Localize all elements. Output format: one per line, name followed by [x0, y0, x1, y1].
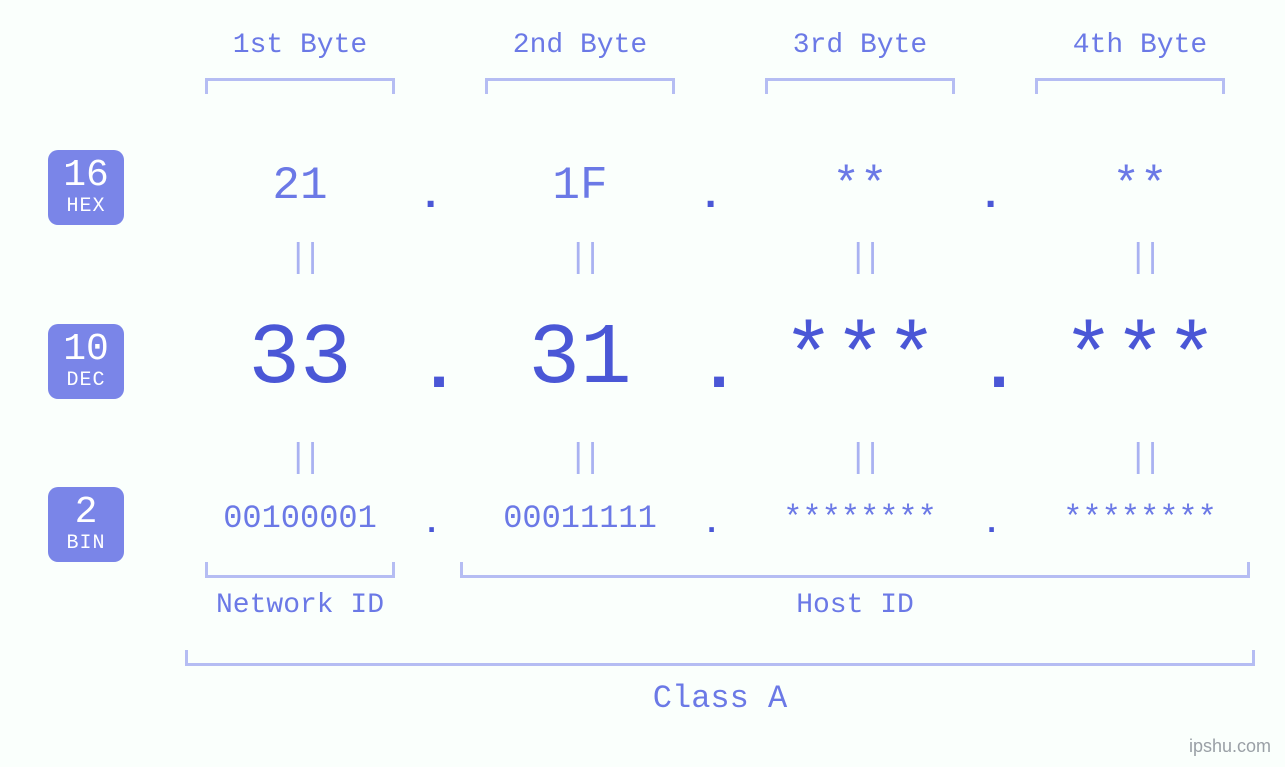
bin-byte-3: ******** [740, 500, 980, 537]
dec-byte-2: 31 [460, 310, 700, 408]
badge-hex: 16 HEX [48, 150, 124, 225]
watermark: ipshu.com [1189, 736, 1271, 757]
hex-dot-3: . [978, 172, 1003, 220]
eq-2-3: || [848, 440, 877, 478]
hex-byte-1: 21 [200, 160, 400, 212]
dec-dot-2: . [698, 330, 740, 409]
bin-byte-2: 00011111 [460, 500, 700, 537]
label-class: Class A [185, 680, 1255, 717]
bracket-top-3 [765, 78, 955, 94]
eq-2-2: || [568, 440, 597, 478]
badge-bin-num: 2 [48, 493, 124, 533]
hex-byte-3: ** [760, 160, 960, 212]
hex-dot-1: . [418, 172, 443, 220]
bracket-host [460, 562, 1250, 578]
bracket-class [185, 650, 1255, 666]
badge-hex-num: 16 [48, 156, 124, 196]
header-byte-4: 4th Byte [1040, 30, 1240, 61]
dec-dot-3: . [978, 330, 1020, 409]
dec-dot-1: . [418, 330, 460, 409]
label-network-id: Network ID [180, 590, 420, 621]
bracket-top-1 [205, 78, 395, 94]
eq-2-1: || [288, 440, 317, 478]
badge-hex-label: HEX [48, 196, 124, 217]
bin-byte-4: ******** [1020, 500, 1260, 537]
badge-bin: 2 BIN [48, 487, 124, 562]
eq-1-1: || [288, 240, 317, 278]
badge-dec-label: DEC [48, 370, 124, 391]
hex-byte-4: ** [1040, 160, 1240, 212]
bin-dot-2: . [702, 505, 721, 542]
eq-1-2: || [568, 240, 597, 278]
badge-dec-num: 10 [48, 330, 124, 370]
eq-1-3: || [848, 240, 877, 278]
eq-1-4: || [1128, 240, 1157, 278]
header-byte-2: 2nd Byte [480, 30, 680, 61]
badge-dec: 10 DEC [48, 324, 124, 399]
hex-dot-2: . [698, 172, 723, 220]
dec-byte-1: 33 [180, 310, 420, 408]
bin-dot-3: . [982, 505, 1001, 542]
badge-bin-label: BIN [48, 533, 124, 554]
bracket-network [205, 562, 395, 578]
label-host-id: Host ID [460, 590, 1250, 621]
hex-byte-2: 1F [480, 160, 680, 212]
bracket-top-4 [1035, 78, 1225, 94]
eq-2-4: || [1128, 440, 1157, 478]
header-byte-3: 3rd Byte [760, 30, 960, 61]
bracket-top-2 [485, 78, 675, 94]
dec-byte-4: *** [1020, 310, 1260, 408]
header-byte-1: 1st Byte [200, 30, 400, 61]
dec-byte-3: *** [740, 310, 980, 408]
bin-byte-1: 00100001 [180, 500, 420, 537]
bin-dot-1: . [422, 505, 441, 542]
